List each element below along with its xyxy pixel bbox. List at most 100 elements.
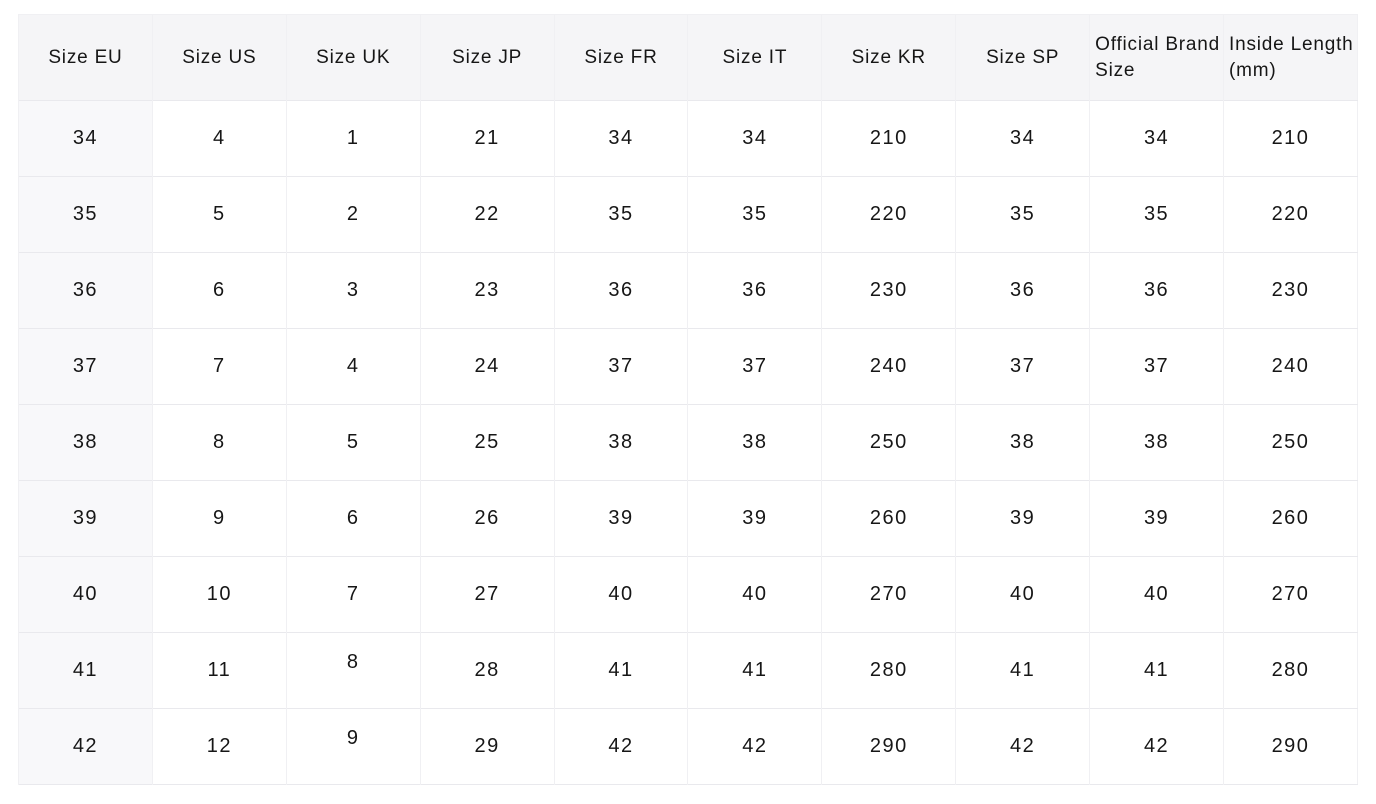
cell-size-us: 5 (151, 176, 287, 253)
cell-size-jp: 25 (419, 404, 555, 481)
cell-size-fr: 40 (553, 556, 688, 633)
cell-size-uk: 1 (285, 100, 421, 177)
cell-size-eu: 37 (18, 328, 153, 405)
cell-size-sp: 38 (955, 404, 1090, 481)
cell-size-eu: 35 (18, 176, 153, 253)
cell-size-jp: 23 (419, 252, 555, 329)
cell-size-it: 34 (687, 100, 822, 177)
cell-inside-length-mm: 220 (1223, 176, 1358, 253)
column-header-size-eu: Size EU (18, 14, 153, 101)
cell-size-jp: 21 (419, 100, 555, 177)
cell-inside-length-mm: 230 (1223, 252, 1358, 329)
cell-inside-length-mm: 250 (1223, 404, 1358, 481)
table-row: 36 6 3 23 36 36 230 36 36 230 (18, 252, 1358, 329)
column-header-inside-length-mm: Inside Length (mm) (1223, 14, 1358, 101)
cell-size-us: 8 (151, 404, 287, 481)
cell-size-it: 42 (687, 708, 822, 785)
column-header-size-sp: Size SP (955, 14, 1090, 101)
table-row: 38 8 5 25 38 38 250 38 38 250 (18, 404, 1358, 481)
cell-size-us: 10 (151, 556, 287, 633)
cell-size-fr: 36 (553, 252, 688, 329)
cell-size-fr: 41 (553, 632, 688, 709)
cell-size-us: 4 (151, 100, 287, 177)
cell-size-uk: 9 (285, 708, 421, 785)
column-header-size-kr: Size KR (821, 14, 956, 101)
cell-inside-length-mm: 240 (1223, 328, 1358, 405)
cell-size-kr: 280 (821, 632, 956, 709)
cell-official-brand-size: 40 (1089, 556, 1224, 633)
cell-size-kr: 270 (821, 556, 956, 633)
column-header-size-jp: Size JP (419, 14, 555, 101)
cell-size-fr: 42 (553, 708, 688, 785)
cell-official-brand-size: 39 (1089, 480, 1224, 557)
header-row: Size EU Size US Size UK Size JP Size FR Size … (18, 14, 1358, 101)
cell-size-it: 35 (687, 176, 822, 253)
cell-size-it: 36 (687, 252, 822, 329)
cell-size-eu: 40 (18, 556, 153, 633)
cell-size-eu: 34 (18, 100, 153, 177)
table-row: 40 10 7 27 40 40 270 40 40 270 (18, 556, 1358, 633)
cell-official-brand-size: 34 (1089, 100, 1224, 177)
cell-size-it: 38 (687, 404, 822, 481)
cell-size-eu: 38 (18, 404, 153, 481)
cell-size-us: 7 (151, 328, 287, 405)
table-row: 34 4 1 21 34 34 210 34 34 210 (18, 100, 1358, 177)
cell-size-us: 12 (151, 708, 287, 785)
cell-size-uk: 8 (285, 632, 421, 709)
cell-size-uk: 7 (285, 556, 421, 633)
cell-size-uk: 2 (285, 176, 421, 253)
cell-size-kr: 250 (821, 404, 956, 481)
table-body: 34 4 1 21 34 34 210 34 34 210 35 5 2 22 35 35 220 35 35 220… (18, 100, 1358, 785)
cell-size-eu: 42 (18, 708, 153, 785)
cell-official-brand-size: 35 (1089, 176, 1224, 253)
cell-official-brand-size: 36 (1089, 252, 1224, 329)
cell-size-it: 37 (687, 328, 822, 405)
cell-inside-length-mm: 210 (1223, 100, 1358, 177)
cell-inside-length-mm: 270 (1223, 556, 1358, 633)
cell-size-kr: 210 (821, 100, 956, 177)
cell-size-jp: 22 (419, 176, 555, 253)
cell-size-us: 9 (151, 480, 287, 557)
cell-inside-length-mm: 280 (1223, 632, 1358, 709)
cell-size-sp: 36 (955, 252, 1090, 329)
cell-size-uk: 3 (285, 252, 421, 329)
cell-size-sp: 37 (955, 328, 1090, 405)
table-row: 35 5 2 22 35 35 220 35 35 220 (18, 176, 1358, 253)
column-header-size-us: Size US (151, 14, 287, 101)
cell-size-fr: 38 (553, 404, 688, 481)
cell-inside-length-mm: 260 (1223, 480, 1358, 557)
table-row: 42 12 9 29 42 42 290 42 42 290 (18, 708, 1358, 785)
table-header: Size EU Size US Size UK Size JP Size FR Size … (18, 14, 1358, 101)
cell-size-uk: 5 (285, 404, 421, 481)
cell-size-kr: 260 (821, 480, 956, 557)
column-header-size-uk: Size UK (285, 14, 421, 101)
cell-size-kr: 230 (821, 252, 956, 329)
cell-size-sp: 39 (955, 480, 1090, 557)
cell-official-brand-size: 41 (1089, 632, 1224, 709)
cell-size-jp: 27 (419, 556, 555, 633)
cell-size-sp: 40 (955, 556, 1090, 633)
column-header-size-fr: Size FR (553, 14, 688, 101)
cell-size-it: 39 (687, 480, 822, 557)
cell-size-fr: 37 (553, 328, 688, 405)
column-header-size-it: Size IT (687, 14, 822, 101)
cell-size-kr: 220 (821, 176, 956, 253)
column-header-official-brand-size: Official Brand Size (1089, 14, 1224, 101)
cell-size-eu: 41 (18, 632, 153, 709)
cell-size-fr: 34 (553, 100, 688, 177)
cell-size-eu: 36 (18, 252, 153, 329)
cell-size-sp: 42 (955, 708, 1090, 785)
cell-size-uk: 4 (285, 328, 421, 405)
cell-official-brand-size: 42 (1089, 708, 1224, 785)
cell-size-us: 6 (151, 252, 287, 329)
cell-size-sp: 41 (955, 632, 1090, 709)
size-conversion-chart: Size EU Size US Size UK Size JP Size FR Size … (18, 14, 1358, 785)
cell-size-jp: 24 (419, 328, 555, 405)
size-chart-table: Size EU Size US Size UK Size JP Size FR Size … (18, 14, 1358, 785)
cell-size-jp: 26 (419, 480, 555, 557)
cell-size-jp: 28 (419, 632, 555, 709)
cell-size-it: 40 (687, 556, 822, 633)
cell-size-fr: 39 (553, 480, 688, 557)
cell-size-jp: 29 (419, 708, 555, 785)
table-row: 41 11 8 28 41 41 280 41 41 280 (18, 632, 1358, 709)
